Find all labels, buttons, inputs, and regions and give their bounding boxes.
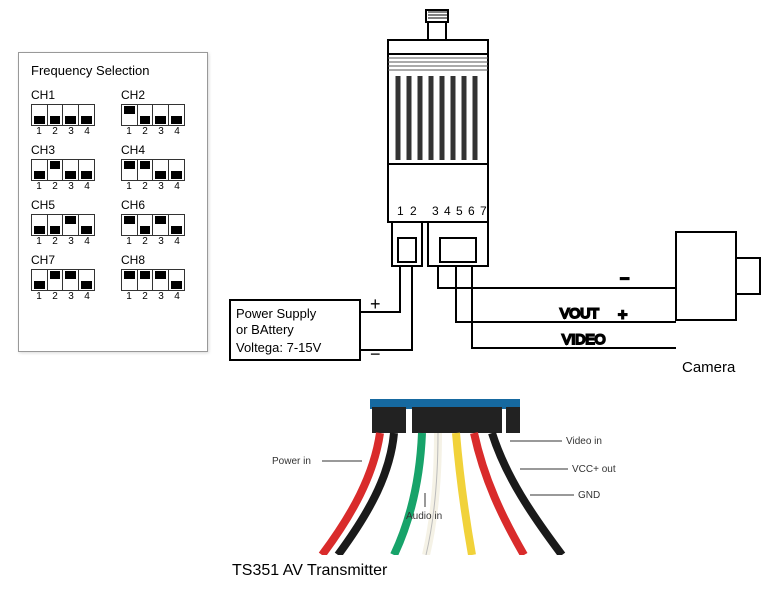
pin-4-label: 4 <box>444 204 451 218</box>
label-power-in: Power in <box>272 456 311 467</box>
wire-spare-white <box>426 433 438 555</box>
connector-right <box>412 407 502 433</box>
video-label: VIDEO <box>562 331 606 347</box>
transmitter-icon: 1 2 3 4 5 6 7 <box>388 10 488 266</box>
power-wires <box>360 266 412 350</box>
power-line3: Voltega: 7-15V <box>236 340 322 355</box>
power-minus: − <box>370 344 381 364</box>
connector-end <box>506 407 520 433</box>
label-vcc-out: VCC+ out <box>572 464 616 475</box>
label-video-in: Video in <box>566 436 602 447</box>
av-wires: − VOUT + VIDEO <box>438 266 676 348</box>
pin-6-label: 6 <box>468 204 475 218</box>
camera-icon: Camera <box>676 232 760 376</box>
wiring-diagram: 1 2 3 4 5 6 7 Power Supply or BAttery Vo… <box>0 0 777 400</box>
pin-3-label: 3 <box>432 204 439 218</box>
vout-plus: + <box>618 307 627 324</box>
power-line1: Power Supply <box>236 306 317 321</box>
diagram-title: TS351 AV Transmitter <box>232 562 387 580</box>
wire-gnd-black <box>492 433 562 555</box>
connector-left <box>372 407 406 433</box>
label-audio-in: Audio in <box>406 511 442 522</box>
vout-label: VOUT <box>560 305 599 321</box>
wire-audio-green <box>394 433 422 555</box>
camera-label: Camera <box>682 359 736 376</box>
wiring-photo: Power in Audio in Video in VCC+ out GND <box>262 395 682 555</box>
pin-7-label: 7 <box>480 204 487 218</box>
label-gnd: GND <box>578 490 600 501</box>
pin-5-label: 5 <box>456 204 463 218</box>
pin-2-label: 2 <box>410 204 417 218</box>
wire-power-black <box>338 433 394 555</box>
minus-label: − <box>620 271 629 288</box>
wire-video-yellow <box>456 433 472 555</box>
power-line2: or BAttery <box>236 322 294 337</box>
power-supply-box: Power Supply or BAttery Voltega: 7-15V <box>230 300 360 360</box>
pin-1-label: 1 <box>397 204 404 218</box>
